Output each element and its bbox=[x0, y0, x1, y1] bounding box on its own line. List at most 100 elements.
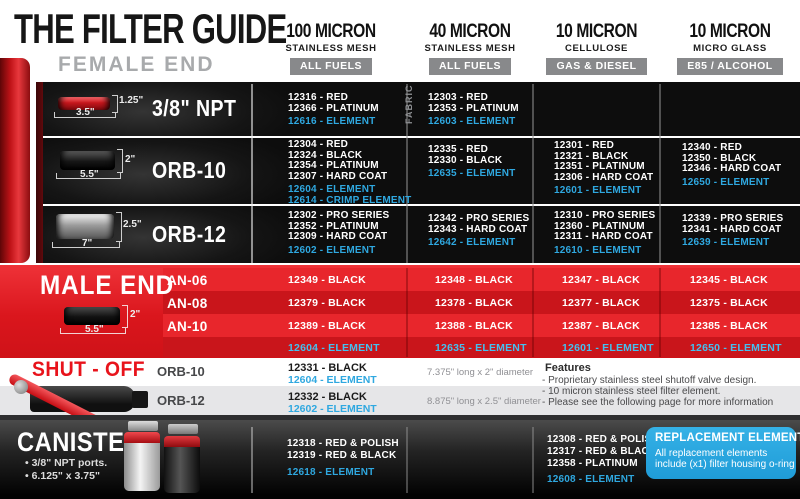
cell-orb10-100micron: 12304 - RED 12324 - BLACK 12354 - PLATIN… bbox=[288, 139, 412, 206]
column-separator bbox=[659, 268, 661, 357]
part-number: 12353 - PLATINUM bbox=[428, 102, 519, 114]
part-number: 12349 - BLACK bbox=[288, 274, 366, 286]
dimension-bracket bbox=[117, 149, 123, 173]
part-number: 12304 - RED bbox=[288, 139, 349, 150]
element-part-number: 12601 - ELEMENT bbox=[554, 185, 642, 196]
size-note: 8.875" long x 2.5" diameter bbox=[427, 396, 541, 407]
part-number: 12347 - BLACK bbox=[562, 274, 640, 286]
cell-orb10-microglass: 12340 - RED 12350 - BLACK 12346 - HARD C… bbox=[682, 142, 782, 188]
size-note: 7.375" long x 2" diameter bbox=[427, 367, 534, 378]
cell-npt-40micron: 12303 - RED 12353 - PLATINUM 12603 - ELE… bbox=[428, 92, 519, 128]
part-number: 12351 - PLATINUM bbox=[554, 161, 645, 172]
female-end-heading: FEMALE END bbox=[58, 53, 215, 76]
element-part-number: 12608 - ELEMENT bbox=[547, 474, 635, 485]
npt-filter-image bbox=[58, 97, 110, 110]
canister-bullet: • 3/8" NPT ports. bbox=[25, 457, 108, 469]
element-part-number: 12650 - ELEMENT bbox=[690, 342, 782, 354]
part-number: 12301 - RED bbox=[554, 140, 615, 151]
part-number: 12307 - HARD COAT bbox=[288, 170, 388, 182]
features-heading: Features bbox=[545, 362, 591, 374]
part-number: 12316 - RED bbox=[288, 92, 349, 103]
element-part-number: 12639 - ELEMENT bbox=[682, 237, 770, 248]
element-part-number: 12650 - ELEMENT bbox=[682, 176, 770, 188]
row-npt bbox=[43, 82, 800, 136]
canister-bracket-photo bbox=[128, 421, 158, 431]
column-fuel-badge: ALL FUELS bbox=[289, 58, 373, 75]
column-header-40-micron: 40 MICRON STAINLESS MESH ALL FUELS bbox=[407, 21, 533, 75]
replacement-elements-text: include (x1) filter housing o-ring bbox=[655, 459, 795, 470]
male-band-an08 bbox=[163, 291, 800, 314]
part-number: 12331 - BLACK bbox=[288, 362, 367, 374]
row-orb10 bbox=[43, 138, 800, 204]
feature-item: - Please see the following page for more… bbox=[542, 397, 774, 408]
column-separator bbox=[251, 84, 253, 263]
shutoff-heading: SHUT - OFF bbox=[32, 358, 146, 381]
part-number: 12343 - HARD COAT bbox=[428, 223, 528, 235]
element-part-number: 12602 - ELEMENT bbox=[288, 403, 377, 415]
part-number: 12389 - BLACK bbox=[288, 320, 366, 332]
shutoff-valve-outlet-photo bbox=[132, 391, 148, 408]
cell-canister-100micron: 12318 - RED & POLISH 12319 - RED & BLACK… bbox=[287, 438, 399, 479]
dimension-label: 5.5" bbox=[80, 169, 99, 180]
column-media-label: MICRO GLASS bbox=[693, 43, 767, 54]
replacement-elements-title: REPLACEMENT ELEMENTS bbox=[655, 432, 800, 444]
dimension-label: 7" bbox=[82, 238, 93, 249]
canister-polish-body-photo bbox=[124, 443, 160, 491]
row-label-an06: AN-06 bbox=[167, 273, 208, 288]
column-micron-label: 40 MICRON bbox=[429, 21, 511, 42]
canister-heading: CANISTER bbox=[17, 427, 142, 457]
part-number: 12340 - RED bbox=[682, 142, 743, 153]
cell-npt-100micron: 12316 - RED 12366 - PLATINUM 12616 - ELE… bbox=[288, 92, 379, 128]
column-fuel-badge: E85 / ALCOHOL bbox=[677, 58, 783, 75]
column-header-10-micron-cellulose: 10 MICRON CELLULOSE GAS & DIESEL bbox=[533, 22, 660, 75]
part-number: 12319 - RED & BLACK bbox=[287, 450, 397, 461]
dimension-label: 2" bbox=[125, 154, 136, 165]
page-title: THE FILTER GUIDE bbox=[14, 5, 287, 52]
part-number: 12346 - HARD COAT bbox=[682, 163, 782, 174]
cell-orb12-40micron: 12342 - PRO SERIES 12343 - HARD COAT 126… bbox=[428, 213, 529, 249]
part-number: 12387 - BLACK bbox=[562, 320, 640, 332]
column-separator bbox=[532, 84, 534, 263]
part-number: 12348 - BLACK bbox=[435, 274, 513, 286]
part-number: 12377 - BLACK bbox=[562, 297, 640, 309]
dimension-bracket bbox=[122, 305, 128, 328]
part-number: 12303 - RED bbox=[428, 92, 489, 103]
part-number: 12352 - PLATINUM bbox=[288, 220, 379, 232]
part-number: 12317 - RED & BLACK bbox=[547, 446, 657, 457]
column-separator bbox=[659, 84, 661, 263]
row-label-an08: AN-08 bbox=[167, 296, 208, 311]
column-micron-label: 100 MICRON bbox=[286, 21, 376, 42]
cell-orb12-100micron: 12302 - PRO SERIES 12352 - PLATINUM 1230… bbox=[288, 210, 389, 256]
canister-bracket-photo bbox=[168, 424, 198, 434]
part-number: 12360 - PLATINUM bbox=[554, 220, 645, 232]
canister-cap-photo bbox=[164, 436, 200, 447]
dimension-bracket bbox=[116, 212, 122, 242]
part-number: 12378 - BLACK bbox=[435, 297, 513, 309]
part-number: 12379 - BLACK bbox=[288, 297, 366, 309]
fabric-note: FABRIC bbox=[404, 84, 414, 125]
dimension-label: 2" bbox=[130, 309, 141, 320]
part-number: 12345 - BLACK bbox=[690, 274, 768, 286]
column-media-label: CELLULOSE bbox=[565, 43, 628, 54]
dimension-bracket bbox=[54, 112, 116, 118]
row-label-an10: AN-10 bbox=[167, 319, 208, 334]
column-media-label: STAINLESS MESH bbox=[424, 43, 516, 54]
dimension-bracket bbox=[56, 173, 121, 179]
column-separator bbox=[251, 427, 253, 493]
replacement-elements-callout: REPLACEMENT ELEMENTS All replacement ele… bbox=[646, 427, 800, 479]
column-separator bbox=[532, 268, 534, 357]
element-part-number: 12635 - ELEMENT bbox=[435, 342, 527, 354]
column-separator bbox=[532, 427, 534, 493]
canister-bullet: • 6.125" x 3.75" bbox=[25, 470, 100, 482]
element-part-number: 12603 - ELEMENT bbox=[428, 116, 516, 127]
part-number: 12350 - BLACK bbox=[682, 152, 757, 164]
element-part-number: 12635 - ELEMENT bbox=[428, 168, 516, 179]
cell-orb12-microglass: 12339 - PRO SERIES 12341 - HARD COAT 126… bbox=[682, 213, 783, 249]
row-label-orb12: ORB-12 bbox=[152, 221, 227, 247]
element-part-number: 12601 - ELEMENT bbox=[562, 342, 654, 354]
row-label-shutoff-orb10: ORB-10 bbox=[157, 364, 205, 379]
section-divider bbox=[0, 415, 800, 420]
element-part-number: 12602 - ELEMENT bbox=[288, 244, 376, 256]
column-fuel-badge: GAS & DIESEL bbox=[546, 58, 647, 75]
column-fuel-badge: ALL FUELS bbox=[428, 58, 512, 75]
